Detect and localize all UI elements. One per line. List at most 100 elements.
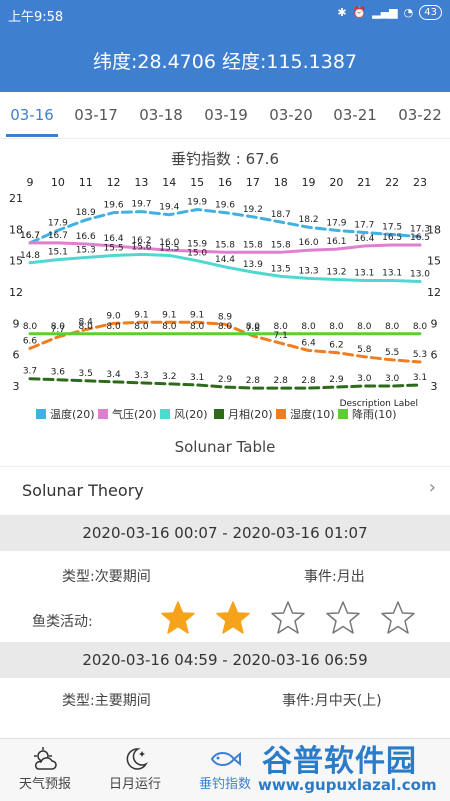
data-label: 3.1: [190, 373, 204, 383]
legend-label: 风(20): [174, 408, 208, 421]
star-empty-icon: [325, 600, 361, 636]
solunar-theory-row[interactable]: Solunar Theory ›: [0, 466, 450, 515]
data-label: 16.4: [104, 234, 124, 244]
wifi-icon: ◔: [403, 6, 414, 19]
data-label: 8.0: [218, 322, 233, 332]
data-label: 16.0: [299, 238, 319, 248]
data-label: 16.5: [382, 233, 402, 243]
y-tick-label-left: 18: [9, 223, 23, 236]
period-type: 类型:主要期间: [62, 693, 151, 709]
data-label: 13.9: [243, 260, 263, 270]
y-tick-label-right: 6: [431, 349, 438, 362]
tab-date[interactable]: 03-18: [139, 106, 183, 124]
nav-sun-moon[interactable]: 日月运行: [90, 739, 180, 801]
nav-label: 天气预报: [18, 777, 71, 792]
data-label: 7.8: [246, 324, 261, 334]
data-label: 8.0: [357, 322, 372, 332]
data-label: 16.2: [131, 236, 151, 246]
tab-date[interactable]: 03-22: [398, 106, 442, 124]
solunar-theory-label: Solunar Theory: [22, 481, 144, 500]
tab-date[interactable]: 03-17: [74, 106, 118, 124]
tab-date[interactable]: 03-19: [204, 106, 248, 124]
chart-title: 垂钓指数 : 67.6: [171, 150, 279, 168]
x-tick-label: 18: [274, 176, 288, 189]
data-label: 8.4: [79, 318, 94, 328]
data-label: 3.0: [385, 374, 400, 384]
data-label: 8.9: [218, 312, 233, 322]
data-label: 9.1: [134, 310, 148, 320]
data-label: 16.7: [20, 231, 40, 241]
battery-indicator: 43: [419, 5, 442, 20]
x-tick-label: 14: [162, 176, 176, 189]
data-label: 3.7: [23, 367, 37, 377]
data-label: 15.8: [271, 240, 291, 250]
fishing-index-chart: 垂钓指数 : 67.6 Description Label 9 10 11 12 13 1…: [9, 150, 441, 421]
data-label: 8.0: [190, 322, 205, 332]
data-label: 8.0: [106, 322, 121, 332]
data-label: 15.5: [104, 243, 124, 253]
data-label: 6.2: [329, 341, 343, 351]
period-time-range: 2020-03-16 00:07 - 2020-03-16 01:07: [0, 515, 450, 551]
data-label: 3.4: [106, 370, 121, 380]
data-label: 19.6: [104, 201, 124, 211]
data-label: 16.6: [76, 232, 96, 242]
data-label: 8.0: [329, 322, 344, 332]
legend-swatch: [160, 409, 170, 419]
x-tick-label: 11: [79, 176, 93, 189]
data-label: 15.9: [187, 239, 207, 249]
moon-icon: [90, 745, 180, 773]
x-tick-label: 17: [246, 176, 260, 189]
data-label: 13.0: [410, 270, 430, 280]
data-label: 3.6: [51, 368, 66, 378]
nav-weather[interactable]: 天气预报: [0, 739, 90, 801]
date-tabs: 03-16 03-17 03-18 03-19 03-20 03-21 03-2…: [0, 92, 450, 139]
y-tick-label-left: 15: [9, 255, 23, 268]
data-label: 14.4: [215, 255, 235, 265]
data-label: 2.8: [274, 376, 289, 386]
data-label: 15.1: [48, 248, 68, 258]
data-label: 15.6: [131, 242, 151, 252]
data-label: 17.9: [326, 218, 346, 228]
x-tick-label: 12: [107, 176, 121, 189]
data-label: 3.5: [79, 369, 93, 379]
nav-fishing-index[interactable]: 垂钓指数: [180, 739, 270, 801]
star-empty-icon: [270, 600, 306, 636]
x-tick-label: 21: [357, 176, 371, 189]
x-tick-label: 15: [190, 176, 204, 189]
watermark: 谷普软件园 www.gupuxlazal.com: [230, 736, 450, 800]
status-icons: ✱ ⏰ ▂▄▆ ◔ 43: [337, 5, 442, 20]
tab-date[interactable]: 03-20: [269, 106, 313, 124]
tab-date[interactable]: 03-16: [10, 106, 54, 124]
data-label: 8.0: [79, 322, 94, 332]
data-label: 15.8: [215, 240, 235, 250]
data-label: 6.4: [301, 338, 316, 348]
period-event: 事件:月出: [304, 569, 365, 585]
location-header: 纬度:28.4706 经度:115.1387: [0, 28, 450, 92]
data-label: 3.2: [162, 372, 176, 382]
period-event: 事件:月中天(上): [282, 693, 382, 709]
page-title: 纬度:28.4706 经度:115.1387: [92, 50, 358, 73]
y-tick-label-left: 21: [9, 192, 23, 205]
series-line: [28, 252, 422, 284]
data-label: 19.4: [159, 203, 179, 213]
data-label: 17.9: [48, 218, 68, 228]
legend-label: 湿度(10): [290, 407, 335, 421]
y-tick-label-left: 3: [13, 380, 20, 393]
data-label: 9.1: [190, 310, 204, 320]
weather-icon: [0, 745, 90, 773]
data-label: 15.3: [76, 246, 96, 256]
y-tick-label-right: 12: [427, 286, 441, 299]
data-label: 8.0: [385, 322, 400, 332]
data-label: 2.9: [329, 375, 344, 385]
data-label: 8.0: [246, 322, 261, 332]
x-tick-label: 19: [302, 176, 316, 189]
star-filled-icon: [215, 600, 251, 636]
data-label: 14.8: [20, 251, 40, 261]
data-label: 13.5: [271, 264, 291, 274]
y-tick-label-left: 12: [9, 286, 23, 299]
data-label: 19.6: [215, 201, 235, 211]
x-tick-label: 9: [27, 176, 34, 189]
tab-date[interactable]: 03-21: [333, 106, 377, 124]
y-tick-label-right: 9: [431, 317, 438, 330]
watermark-title: 谷普软件园: [262, 744, 417, 779]
